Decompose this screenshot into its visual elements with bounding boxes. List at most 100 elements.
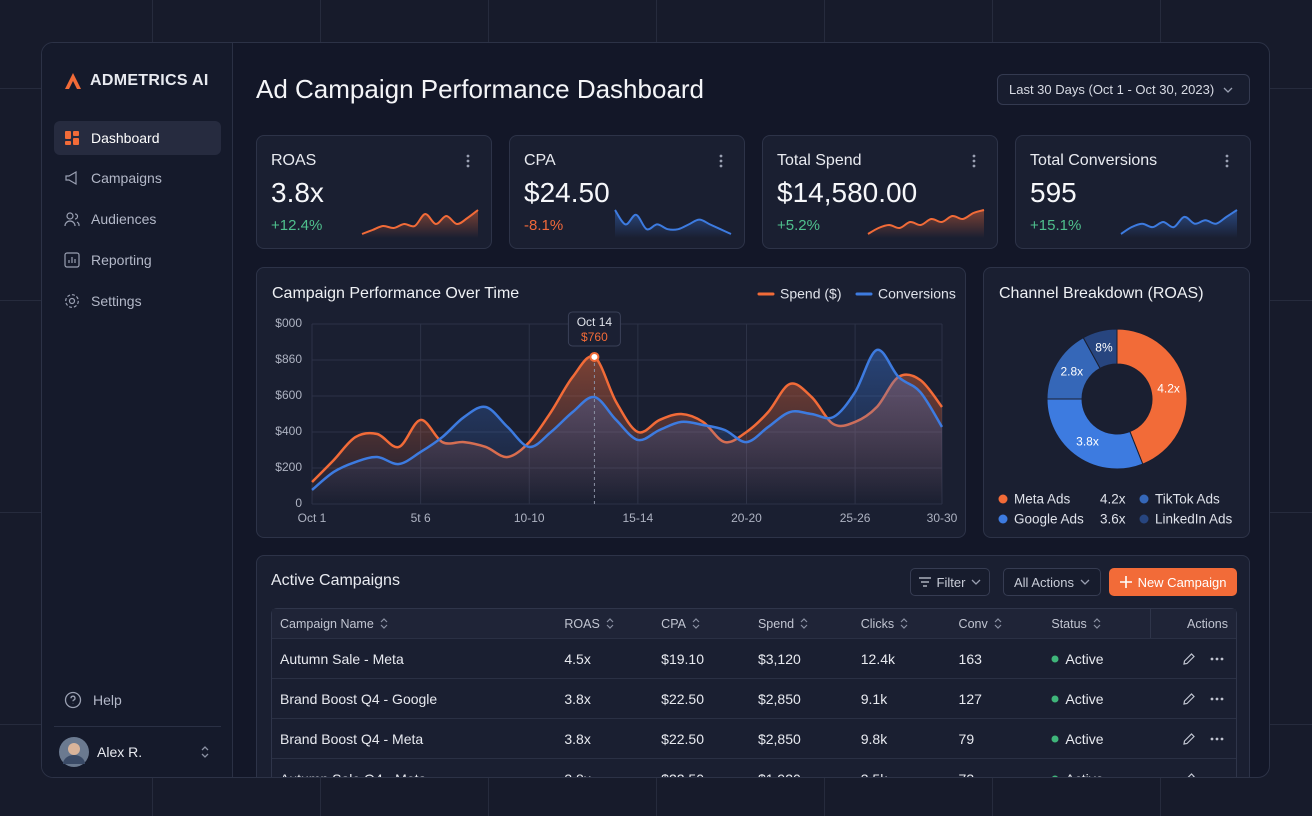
table-cell: $22.50 (653, 679, 750, 718)
kpi-change: -8.1% (524, 217, 564, 234)
edit-button[interactable] (1182, 732, 1196, 746)
edit-button[interactable] (1182, 772, 1196, 779)
table-cell: 12.4k (853, 639, 951, 678)
nav-label: Reporting (91, 252, 152, 268)
legend-dot (998, 494, 1008, 504)
row-actions (1150, 639, 1236, 678)
cell-text: $22.50 (661, 690, 704, 707)
kpi-change: +5.2% (777, 217, 820, 234)
nav-item[interactable]: Reporting (54, 243, 221, 277)
kpi-value: 3.8x (271, 177, 324, 208)
button-text: Filter (936, 574, 966, 590)
row-actions (1150, 759, 1236, 779)
nav-item[interactable]: Dashboard (54, 121, 221, 155)
sparkline-area (615, 210, 731, 238)
table-row: Brand Boost Q4 - Google 3.8x $22.50 $2,850 9… (272, 679, 1236, 719)
filter-button[interactable]: Filter (910, 568, 990, 596)
date-range-select[interactable]: Last 30 Days (Oct 1 - Oct 30, 2023) (997, 74, 1250, 105)
cell-text: $2,850 (757, 730, 801, 747)
menu-dot (466, 159, 470, 163)
legend-value: 3.6x (1100, 512, 1126, 527)
kpi-change: +15.1% (1030, 217, 1082, 234)
new-campaign-button[interactable]: New Campaign (1109, 568, 1237, 596)
chart-title: Channel Breakdown (ROAS) (999, 285, 1204, 302)
kpi-card: Total Conversions 595 +15.1% (1015, 135, 1251, 249)
table-cell: 9.8k (853, 719, 951, 758)
slice-label: 8% (1095, 340, 1113, 354)
y-tick-label: $400 (275, 424, 302, 438)
table-cell: 73 (951, 759, 1044, 778)
edit-button[interactable] (1182, 692, 1196, 706)
cell-text: Brand Boost Q4 - Meta (280, 730, 424, 747)
header-text: CPA (661, 616, 686, 631)
status-dot (1052, 775, 1059, 777)
x-tick-label: 30-30 (927, 511, 958, 525)
kpi-menu[interactable] (465, 154, 471, 168)
header-text: ROAS (564, 616, 600, 631)
table-cell: 3.8x (556, 759, 653, 778)
nav-item[interactable]: Audiences (54, 202, 221, 236)
sort-icon (1093, 618, 1101, 629)
nav-item[interactable]: Settings (54, 284, 221, 318)
header-cell[interactable]: ROAS (556, 609, 653, 638)
series-line (311, 348, 944, 491)
header-cell[interactable]: Status (1043, 609, 1150, 638)
cell-text: 4.5x (564, 650, 591, 667)
table-row: Brand Boost Q4 - Meta 3.8x $22.50 $2,850 9.8… (272, 719, 1236, 759)
table-cell: $22.50 (653, 719, 750, 758)
nav-item[interactable]: Campaigns (54, 161, 221, 195)
series-area (312, 349, 942, 504)
legend-label: Google Ads (1014, 512, 1084, 527)
legend-label: Conversions (878, 286, 956, 302)
cell-text: 79 (958, 730, 975, 747)
all-actions-button[interactable]: All Actions (1003, 568, 1101, 596)
user-menu[interactable] (200, 745, 210, 759)
cell-text: Autumn Sale - Meta (280, 650, 404, 667)
header-text: Status (1051, 616, 1087, 631)
header-cell[interactable]: Conv (951, 609, 1044, 638)
cell-text: $2,850 (757, 690, 801, 707)
brand-name: ADMETRICS AI (90, 72, 209, 89)
tooltip-box (567, 311, 621, 347)
cell-text: $22.50 (661, 730, 704, 747)
sparkline-line (1120, 209, 1238, 235)
header-cell[interactable]: Spend (750, 609, 853, 638)
help-link[interactable]: Help (54, 683, 221, 717)
more-button[interactable] (1210, 657, 1224, 661)
kpi-menu[interactable] (718, 154, 724, 168)
table-cell: $3,120 (750, 639, 853, 678)
header-cell[interactable]: CPA (653, 609, 750, 638)
nav-label: Dashboard (91, 130, 160, 146)
kpi-menu[interactable] (971, 154, 977, 168)
menu-dot (972, 159, 976, 163)
donut-chart: Channel Breakdown (ROAS) 4.2x 3.8x 2.8x 8% M… (998, 285, 1233, 527)
status-dot (1051, 735, 1059, 742)
more-button[interactable] (1210, 737, 1224, 741)
header-cell[interactable]: Campaign Name (272, 609, 556, 638)
menu-dot (466, 154, 470, 158)
chart-title: Campaign Performance Over Time (272, 285, 519, 302)
edit-button[interactable] (1182, 652, 1196, 666)
table-cell: $19.10 (653, 639, 750, 678)
sort-icon (606, 618, 614, 629)
more-button[interactable] (1210, 777, 1224, 779)
cell-text: Active (1065, 650, 1104, 667)
sparkline-line (867, 209, 985, 235)
nav-label: Audiences (91, 211, 157, 227)
header-cell[interactable]: Clicks (853, 609, 951, 638)
brand-logo (65, 73, 81, 89)
table-cell: $2,850 (750, 719, 853, 758)
legend-label: Spend ($) (780, 286, 841, 302)
header-text: Spend (757, 616, 795, 631)
row-actions (1150, 679, 1236, 718)
table-cell: Brand Boost Q4 - Google (272, 679, 556, 718)
nav-label: Campaigns (91, 170, 162, 186)
header-text: Actions (1186, 616, 1228, 631)
legend-label: LinkedIn Ads (1155, 512, 1233, 527)
more-button[interactable] (1210, 697, 1224, 701)
cell-text: Active (1065, 730, 1104, 747)
kpi-menu[interactable] (1224, 154, 1230, 168)
cell-text: 12.4k (860, 650, 895, 667)
sort-icon (692, 618, 700, 629)
